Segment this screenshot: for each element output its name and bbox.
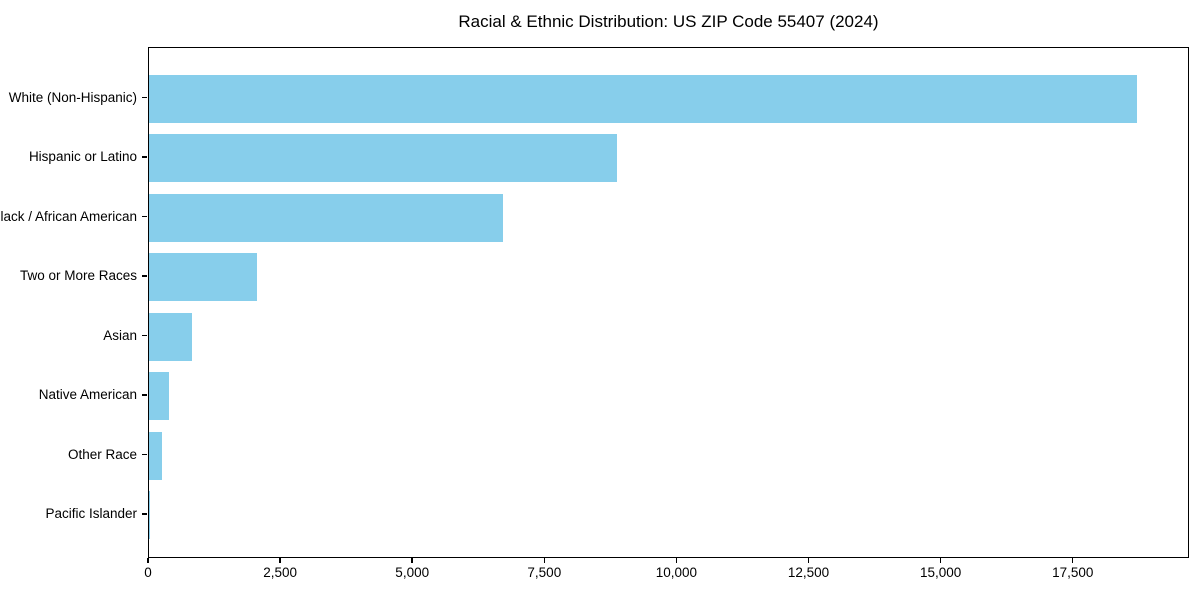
x-axis-tick-label: 17,500 bbox=[1052, 565, 1094, 580]
y-axis-label: Asian bbox=[103, 327, 137, 343]
y-axis-tick-mark bbox=[142, 394, 147, 396]
y-axis-tick-mark bbox=[142, 96, 147, 99]
x-axis-tick-mark bbox=[807, 558, 810, 563]
x-axis-tick-label: 5,000 bbox=[395, 565, 430, 580]
bar-two-or-more-races bbox=[149, 253, 258, 301]
x-axis-tick-mark bbox=[1071, 558, 1074, 563]
x-axis-tick-label: 10,000 bbox=[655, 565, 698, 580]
y-axis-label: Two or More Races bbox=[19, 268, 137, 283]
y-axis-label: Black / African American bbox=[0, 208, 137, 224]
bar-hispanic-or-latino bbox=[149, 134, 617, 182]
y-axis-label: Hispanic or Latino bbox=[28, 149, 137, 164]
y-axis-tick-mark bbox=[142, 215, 147, 218]
bar-asian bbox=[149, 312, 192, 361]
x-axis-tick-label: 2,500 bbox=[263, 565, 297, 580]
y-axis-tick-mark bbox=[142, 334, 147, 337]
x-axis-tick-mark bbox=[939, 558, 942, 563]
x-axis-tick-mark bbox=[543, 558, 546, 563]
y-axis-tick-mark bbox=[142, 156, 147, 158]
x-axis-tick-mark bbox=[147, 558, 149, 563]
x-axis-tick-label: 15,000 bbox=[919, 565, 962, 580]
x-axis-tick-label: 0 bbox=[144, 565, 152, 580]
x-axis-tick-mark bbox=[279, 558, 281, 563]
y-axis-label: Pacific Islander bbox=[45, 506, 137, 521]
bar-black-african-american bbox=[149, 193, 504, 242]
bar-native-american bbox=[149, 372, 169, 420]
y-axis-tick-mark bbox=[142, 275, 147, 277]
bar-other-race bbox=[149, 431, 162, 480]
bar-white-non-hispanic bbox=[149, 74, 1138, 123]
x-axis-tick-mark bbox=[675, 558, 678, 563]
x-axis-tick-mark bbox=[411, 558, 413, 563]
y-axis-label: White (Non-Hispanic) bbox=[8, 89, 137, 105]
y-axis-tick-mark bbox=[142, 513, 147, 515]
y-axis-label: Native American bbox=[38, 387, 137, 402]
y-axis-label: Other Race bbox=[67, 446, 137, 462]
chart-title: Racial & Ethnic Distribution: US ZIP Cod… bbox=[458, 12, 879, 31]
plot-area bbox=[148, 47, 1189, 558]
x-axis-tick-label: 12,500 bbox=[787, 565, 830, 580]
x-axis-tick-label: 7,500 bbox=[527, 565, 562, 580]
bar-pacific-islander bbox=[149, 491, 150, 539]
y-axis-tick-mark bbox=[142, 453, 147, 456]
